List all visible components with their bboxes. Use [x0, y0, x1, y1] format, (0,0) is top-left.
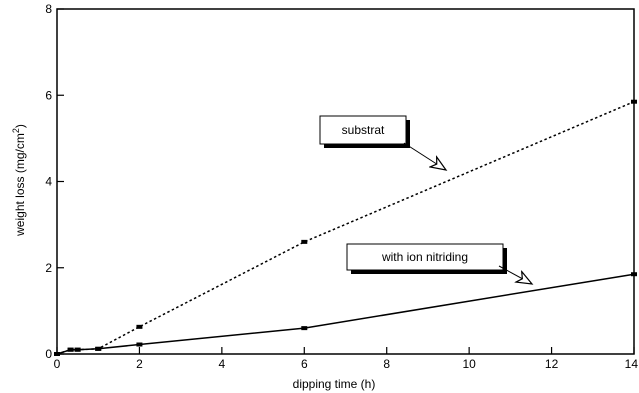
data-point — [301, 239, 308, 244]
data-point — [301, 326, 308, 331]
y-tick-label: 0 — [45, 347, 52, 361]
data-point — [631, 272, 637, 277]
data-point — [136, 342, 143, 347]
series-line-1 — [56, 273, 635, 355]
annotation-substrat-text: substrat — [342, 123, 385, 137]
x-tick-label: 12 — [545, 357, 559, 371]
annotation-substrat-box — [319, 115, 407, 145]
x-tick-label: 2 — [136, 357, 143, 371]
x-tick-label: 8 — [383, 357, 390, 371]
annotation-substrat-arrow — [403, 142, 446, 170]
y-tick-label: 4 — [45, 175, 52, 189]
y-axis-label-close: ) — [13, 124, 27, 128]
annotation-ion-nitriding-box — [346, 243, 504, 271]
y-axis-label-main: weight loss (mg/cm — [13, 133, 27, 237]
data-point — [74, 347, 81, 352]
x-axis-label: dipping time (h) — [293, 377, 376, 391]
data-point — [67, 347, 74, 352]
x-tick-label: 4 — [219, 357, 226, 371]
plot-area — [56, 8, 635, 355]
annotation-ion-nitriding-arrow — [498, 265, 532, 284]
x-tick-label: 6 — [301, 357, 308, 371]
annotation-substrat: substrat — [319, 115, 446, 170]
data-point — [631, 99, 637, 104]
y-axis-label-superscript: 2 — [11, 128, 21, 133]
annotation-ion-nitriding-text: with ion nitriding — [381, 250, 468, 264]
x-tick-label: 0 — [54, 357, 61, 371]
x-tick-label: 14 — [625, 357, 639, 371]
data-point — [95, 346, 102, 351]
y-axis-ticks: 0 2 4 6 8 — [45, 2, 64, 361]
data-point — [54, 352, 60, 356]
data-point — [136, 324, 143, 329]
series-layer — [54, 99, 637, 356]
y-axis-label: weight loss (mg/cm2) — [11, 124, 27, 237]
y-tick-label: 2 — [45, 261, 52, 275]
x-axis-ticks: 0 2 4 6 8 10 12 14 — [54, 347, 639, 371]
y-tick-label: 8 — [45, 2, 52, 16]
x-tick-label: 10 — [462, 357, 476, 371]
annotation-ion-nitriding: with ion nitriding — [346, 243, 532, 284]
y-tick-label: 6 — [45, 88, 52, 102]
